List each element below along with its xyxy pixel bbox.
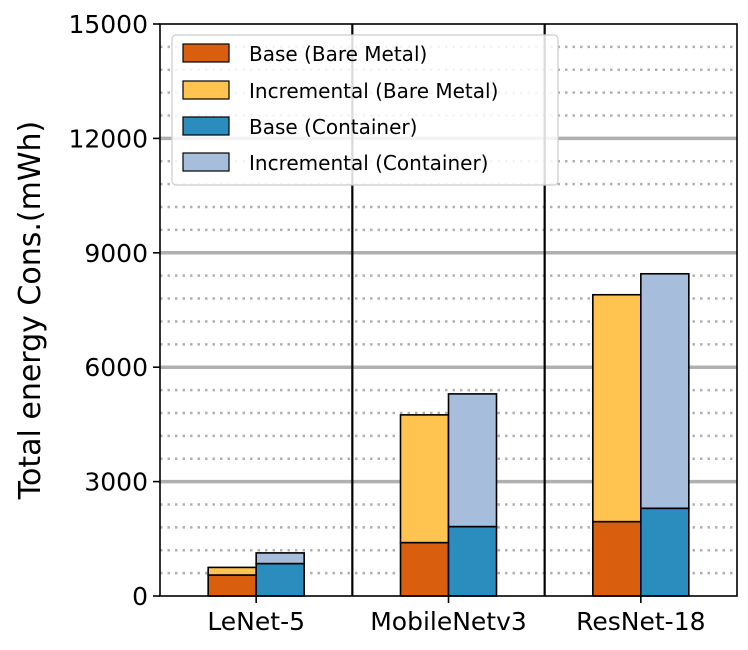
legend-swatch-incremental-container [182, 152, 230, 172]
y-tick-label: 15000 [68, 10, 148, 39]
legend: Base (Bare Metal) Incremental (Bare Meta… [171, 34, 559, 186]
bar-resnet-18-incremental-container [640, 272, 690, 510]
bar-lenet-5-base-container [255, 562, 305, 597]
x-tick-label-mobilenetv3: MobileNetv3 [370, 607, 527, 636]
legend-frame [171, 34, 559, 186]
x-tick-label-lenet-5: LeNet-5 [207, 607, 305, 636]
y-tick-label: 3000 [84, 468, 148, 497]
y-axis-title: Total energy Cons.(mWh) [13, 121, 48, 500]
legend-swatch-base-bare-metal [182, 43, 230, 63]
legend-swatch-base-container [182, 116, 230, 136]
legend-label-base-bare-metal: Base (Bare Metal) [249, 42, 427, 66]
bar-mobilenetv3-incremental-container [447, 393, 498, 528]
bar-mobilenetv3-base-bare-metal [399, 541, 450, 597]
axis-ticks: 0 3000 6000 9000 12000 15000 LeNet-5 MobileNetv… [68, 10, 705, 636]
legend-label-base-container: Base (Container) [249, 115, 417, 139]
y-tick-label: 9000 [84, 239, 148, 268]
legend-label-incremental-container: Incremental (Container) [249, 151, 488, 175]
bar-resnet-18-base-bare-metal [592, 520, 642, 597]
bar-mobilenetv3-incremental-bare-metal [399, 414, 450, 544]
x-tick-label-resnet-18: ResNet-18 [576, 607, 705, 636]
bar-lenet-5-base-bare-metal [207, 574, 257, 597]
bar-lenet-5-incremental-container [255, 552, 305, 565]
y-tick-label: 6000 [84, 353, 148, 382]
y-tick-label: 0 [132, 582, 148, 611]
bars [207, 272, 690, 597]
bar-lenet-5-incremental-bare-metal [207, 566, 257, 576]
y-tick-label: 12000 [68, 124, 148, 153]
legend-swatch-incremental-bare-metal [182, 80, 230, 100]
legend-label-incremental-bare-metal: Incremental (Bare Metal) [249, 79, 498, 103]
bar-resnet-18-incremental-bare-metal [592, 293, 642, 523]
bar-mobilenetv3-base-container [447, 525, 498, 597]
bar-resnet-18-base-container [640, 507, 690, 597]
